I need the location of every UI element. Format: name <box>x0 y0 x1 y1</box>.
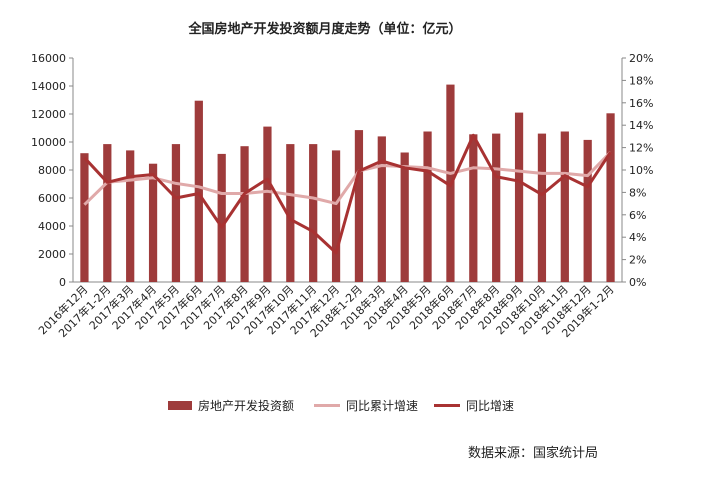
yoy-growth-line <box>83 133 612 255</box>
right-tick-label: 12% <box>629 142 653 155</box>
left-tick-label: 0 <box>59 276 66 289</box>
right-tick-label: 8% <box>629 186 646 199</box>
investment-bar <box>263 126 272 282</box>
investment-bar <box>217 153 226 282</box>
investment-bar <box>606 113 615 282</box>
investment-bar <box>514 112 524 282</box>
investment-bar <box>400 152 409 282</box>
investment-bar <box>80 153 89 282</box>
investment-bar <box>537 133 547 282</box>
right-tick-label: 14% <box>629 119 653 132</box>
left-tick-label: 2000 <box>38 248 66 261</box>
investment-bar <box>309 144 318 282</box>
legend-item-yoy-growth: 同比增速 <box>434 397 514 414</box>
legend-swatch-investment <box>168 401 192 410</box>
investment-bar <box>423 131 432 282</box>
legend-item-cumulative-growth: 同比累计增速 <box>314 397 418 414</box>
left-tick-label: 14000 <box>31 80 66 93</box>
legend-swatch-cumulative-growth <box>314 404 340 407</box>
right-tick-label: 6% <box>629 209 646 222</box>
investment-bar <box>469 134 478 282</box>
investment-bar <box>492 133 501 282</box>
left-tick-label: 16000 <box>31 52 66 65</box>
investment-bar <box>126 150 135 282</box>
left-tick-label: 6000 <box>38 192 66 205</box>
investment-bar <box>148 163 158 282</box>
right-tick-label: 10% <box>629 164 653 177</box>
investment-bar <box>354 130 364 282</box>
investment-bar <box>240 146 249 282</box>
investment-bar <box>171 144 181 282</box>
left-tick-label: 8000 <box>38 164 66 177</box>
data-source-note: 数据来源：国家统计局 <box>468 446 599 461</box>
cumulative-growth-line <box>83 151 612 206</box>
legend-label-investment: 房地产开发投资额 <box>198 399 295 413</box>
right-tick-label: 18% <box>629 74 653 87</box>
chart-title: 全国房地产开发投资额月度走势（单位：亿元） <box>188 22 462 37</box>
legend-label-yoy-growth: 同比增速 <box>466 399 515 413</box>
right-tick-label: 0% <box>629 276 646 289</box>
investment-bar <box>194 100 203 282</box>
legend-label-cumulative-growth: 同比累计增速 <box>346 399 419 413</box>
investment-bar <box>560 131 569 282</box>
right-tick-label: 4% <box>629 231 646 244</box>
investment-bar <box>583 139 592 282</box>
right-tick-label: 20% <box>629 52 653 65</box>
legend-item-investment: 房地产开发投资额 <box>168 397 294 414</box>
left-tick-label: 12000 <box>31 108 66 121</box>
investment-bar <box>331 150 341 282</box>
investment-bar <box>377 136 386 282</box>
legend-swatch-yoy-growth <box>434 404 460 407</box>
investment-bar <box>286 144 295 282</box>
left-tick-label: 4000 <box>38 220 66 233</box>
right-tick-label: 16% <box>629 97 653 110</box>
legend: 房地产开发投资额 同比累计增速 同比增速 <box>168 397 568 415</box>
right-tick-label: 2% <box>629 254 646 267</box>
left-tick-label: 10000 <box>31 136 66 149</box>
investment-bar <box>103 144 112 282</box>
